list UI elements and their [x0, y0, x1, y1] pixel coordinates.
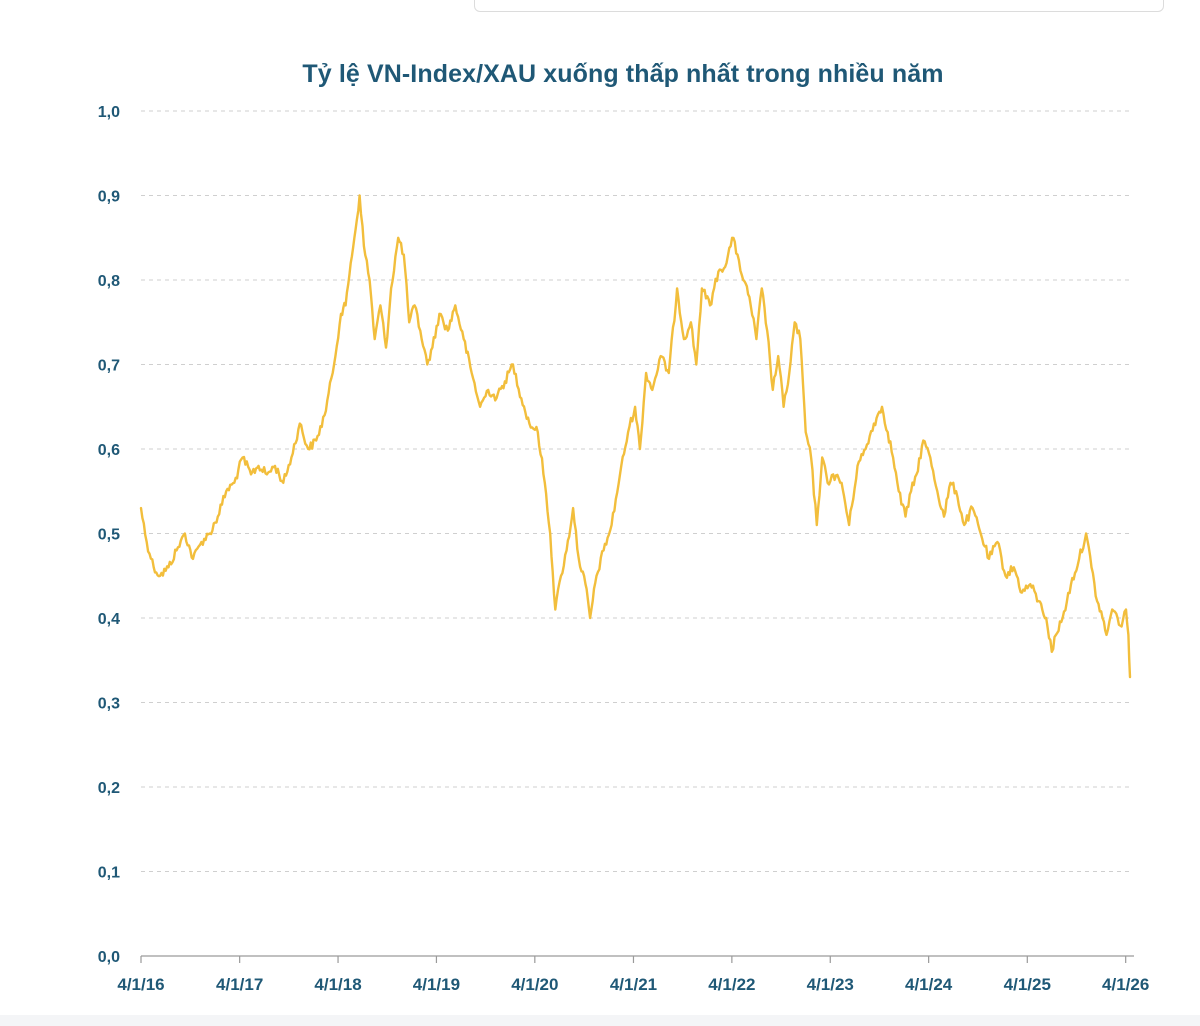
top-card-edge [474, 0, 1164, 12]
x-tick-label: 4/1/24 [905, 975, 953, 994]
y-tick-label: 0,1 [98, 865, 120, 882]
x-tick-label: 4/1/19 [413, 975, 460, 994]
x-tick-label: 4/1/23 [807, 975, 854, 994]
x-axis: 4/1/16 4/1/17 4/1/18 4/1/19 4/1/20 4/1/21 4/1/… [117, 955, 1149, 994]
x-tick-label: 4/1/16 [117, 975, 164, 994]
x-tick-label: 4/1/25 [1004, 975, 1051, 994]
y-tick-label: 0,5 [98, 527, 120, 544]
y-tick-label: 0,9 [98, 189, 120, 206]
x-tick-label: 4/1/17 [216, 975, 263, 994]
x-tick-label: 4/1/21 [610, 975, 657, 994]
bottom-strip [0, 1015, 1200, 1026]
chart-title: Tỷ lệ VN-Index/XAU xuống thấp nhất trong… [302, 60, 944, 88]
y-tick-label: 0,0 [98, 949, 120, 966]
series-group [139, 194, 1132, 679]
y-tick-label: 0,3 [98, 696, 120, 713]
y-axis: 0,0 0,1 0,2 0,3 0,4 0,5 0,6 0,7 0,8 0,9 1,0 [98, 104, 120, 966]
gridlines [141, 110, 1130, 872]
x-tick-label: 4/1/22 [708, 975, 755, 994]
y-tick-label: 0,7 [98, 358, 120, 375]
x-tick-label: 4/1/26 [1102, 975, 1149, 994]
y-tick-label: 0,4 [98, 611, 120, 628]
y-tick-label: 0,2 [98, 780, 120, 797]
x-tick-label: 4/1/18 [314, 975, 361, 994]
y-tick-label: 1,0 [98, 104, 120, 121]
y-tick-label: 0,6 [98, 442, 120, 459]
x-tick-label: 4/1/20 [511, 975, 558, 994]
series-line [139, 194, 1132, 679]
y-tick-label: 0,8 [98, 273, 120, 290]
